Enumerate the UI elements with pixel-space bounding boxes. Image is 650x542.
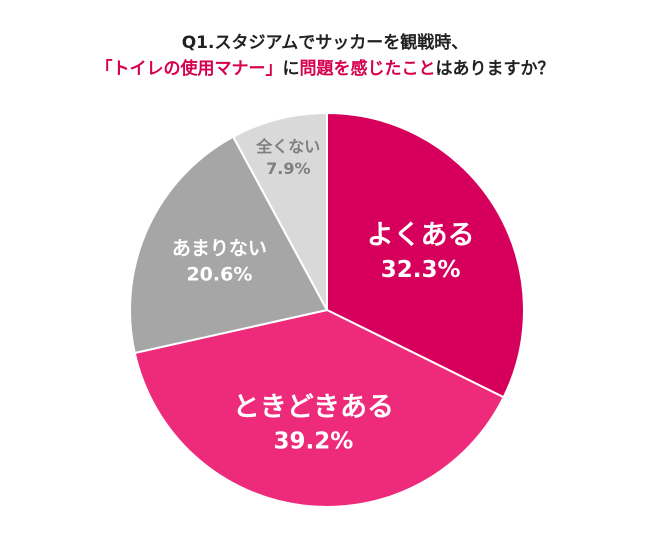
title-text-question: はありますか？ — [435, 59, 555, 79]
pie-slice-sometimes — [133, 308, 505, 509]
slice-value-sometimes: 39.2% — [274, 429, 354, 455]
pie-slice-never — [231, 111, 328, 311]
chart-title: Q1.スタジアムでサッカーを観戦時、 「トイレの使用マナー」に問題を感じたことは… — [0, 30, 650, 82]
title-highlight-felt-problem: 問題を感じたこと — [299, 59, 436, 79]
pie-slice-rarely — [129, 135, 329, 355]
slice-value-never: 7.9% — [266, 159, 310, 178]
slice-label-sometimes: ときどきある — [233, 392, 394, 423]
slice-value-rarely: 20.6% — [186, 264, 252, 286]
title-line-1: Q1.スタジアムでサッカーを観戦時、 — [181, 33, 469, 53]
slice-value-often: 32.3% — [381, 257, 461, 283]
slice-label-never: 全くない — [255, 137, 320, 156]
slice-label-rarely: あまりない — [172, 238, 267, 260]
title-text-ni: に — [282, 59, 300, 79]
title-line-2: 「トイレの使用マナー」に問題を感じたことはありますか？ — [0, 56, 650, 82]
title-highlight-toilet-manners: 「トイレの使用マナー」 — [95, 59, 283, 79]
slice-label-often: よくある — [367, 220, 475, 251]
pie-slice-often — [326, 111, 525, 399]
